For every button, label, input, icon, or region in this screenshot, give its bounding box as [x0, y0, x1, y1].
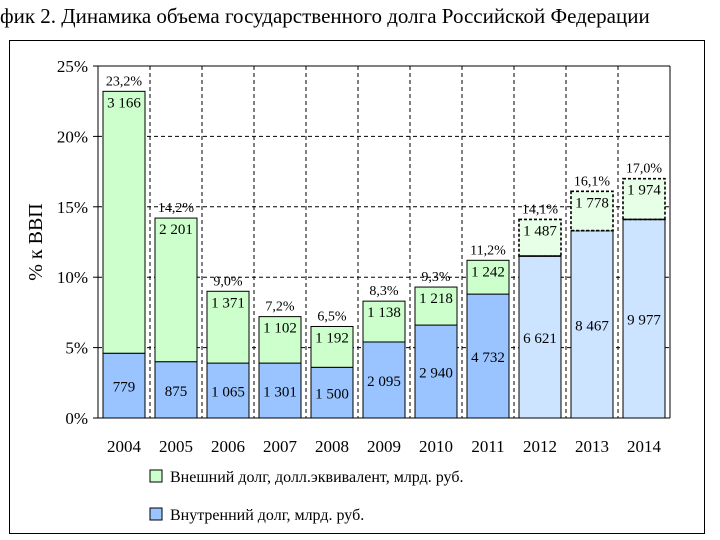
data-label-external: 3 166 [107, 95, 141, 111]
data-label-domestic: 2 095 [367, 374, 401, 390]
data-label-external: 1 102 [263, 321, 297, 337]
data-label-domestic: 9 977 [627, 313, 661, 329]
bar-domestic-debt [518, 255, 562, 419]
x-tick-label: 2005 [159, 437, 193, 456]
bar-external-debt [154, 217, 198, 363]
bar-domestic-debt [154, 361, 198, 419]
data-label-external: 1 242 [471, 264, 505, 280]
data-label-domestic: 6 621 [523, 331, 557, 347]
bar-external-debt [102, 90, 146, 354]
data-label-domestic: 4 732 [471, 350, 505, 366]
bar-external-debt [570, 190, 614, 232]
y-tick-label: 15% [57, 198, 88, 217]
x-tick-label: 2004 [107, 437, 142, 456]
x-tick-label: 2010 [419, 437, 453, 456]
legend-swatch-domestic [149, 507, 163, 521]
data-label-external: 1 974 [627, 183, 661, 199]
x-tick-label: 2007 [263, 437, 298, 456]
y-tick-label: 5% [65, 339, 88, 358]
data-label-total: 17,0% [626, 162, 663, 177]
legend-label-external: Внешний долг, долл.эквивалент, млрд. руб… [170, 469, 463, 486]
data-label-external: 1 487 [523, 223, 557, 239]
data-label-total: 9,0% [213, 274, 243, 289]
x-tick-label: 2011 [471, 437, 504, 456]
data-label-total: 8,3% [369, 284, 399, 299]
y-axis-label: % к ВВП [25, 203, 47, 281]
data-label-total: 7,2% [265, 300, 295, 315]
x-tick-label: 2006 [211, 437, 245, 456]
data-label-external: 1 218 [419, 291, 453, 307]
bar-external-debt [362, 300, 406, 343]
x-tick-label: 2009 [367, 437, 401, 456]
data-label-total: 6,5% [317, 309, 347, 324]
y-tick-label: 20% [57, 127, 88, 146]
x-tick-label: 2014 [627, 437, 662, 456]
legend-label-domestic: Внутренний долг, млрд. руб. [170, 507, 364, 524]
x-tick-label: 2013 [575, 437, 609, 456]
data-label-external: 1 371 [211, 295, 245, 311]
data-label-domestic: 1 301 [263, 385, 297, 401]
data-label-external: 2 201 [159, 222, 193, 238]
bar-external-debt [206, 290, 250, 364]
y-tick-label: 25% [57, 57, 88, 76]
data-label-total: 14,1% [522, 202, 559, 217]
data-label-external: 1 138 [367, 305, 401, 321]
y-tick-label: 10% [57, 268, 88, 287]
data-label-domestic: 8 467 [575, 318, 609, 334]
data-label-total: 16,1% [574, 174, 611, 189]
bar-domestic-debt [570, 230, 614, 419]
bar-domestic-debt [466, 293, 510, 419]
data-label-domestic: 1 500 [315, 387, 349, 403]
data-label-total: 14,2% [158, 201, 195, 216]
x-tick-label: 2008 [315, 437, 349, 456]
x-tick-label: 2012 [523, 437, 557, 456]
data-label-total: 23,2% [106, 74, 143, 89]
bar-domestic-debt [310, 366, 354, 419]
data-label-domestic: 2 940 [419, 366, 453, 382]
bar-external-debt [414, 286, 458, 326]
bar-domestic-debt [102, 352, 146, 419]
data-label-external: 1 778 [575, 195, 609, 211]
data-label-domestic: 1 065 [211, 385, 245, 401]
chart-frame [9, 40, 705, 534]
data-label-domestic: 779 [113, 380, 136, 396]
bar-external-debt [518, 218, 562, 257]
bar-external-debt [258, 316, 302, 364]
bar-external-debt [310, 325, 354, 368]
data-label-total: 9,3% [421, 270, 451, 285]
chart-title: фик 2. Динамика объема государственного … [0, 4, 650, 28]
bar-external-debt [622, 177, 666, 221]
bar-external-debt [466, 259, 510, 295]
bar-domestic-debt [414, 324, 458, 419]
bar-domestic-debt [206, 362, 250, 419]
y-tick-label: 0% [65, 409, 88, 428]
legend-swatch-external [149, 469, 163, 483]
data-label-total: 11,2% [470, 243, 506, 258]
data-label-external: 1 192 [315, 330, 349, 346]
bar-domestic-debt [622, 218, 666, 419]
data-label-domestic: 875 [165, 384, 188, 400]
